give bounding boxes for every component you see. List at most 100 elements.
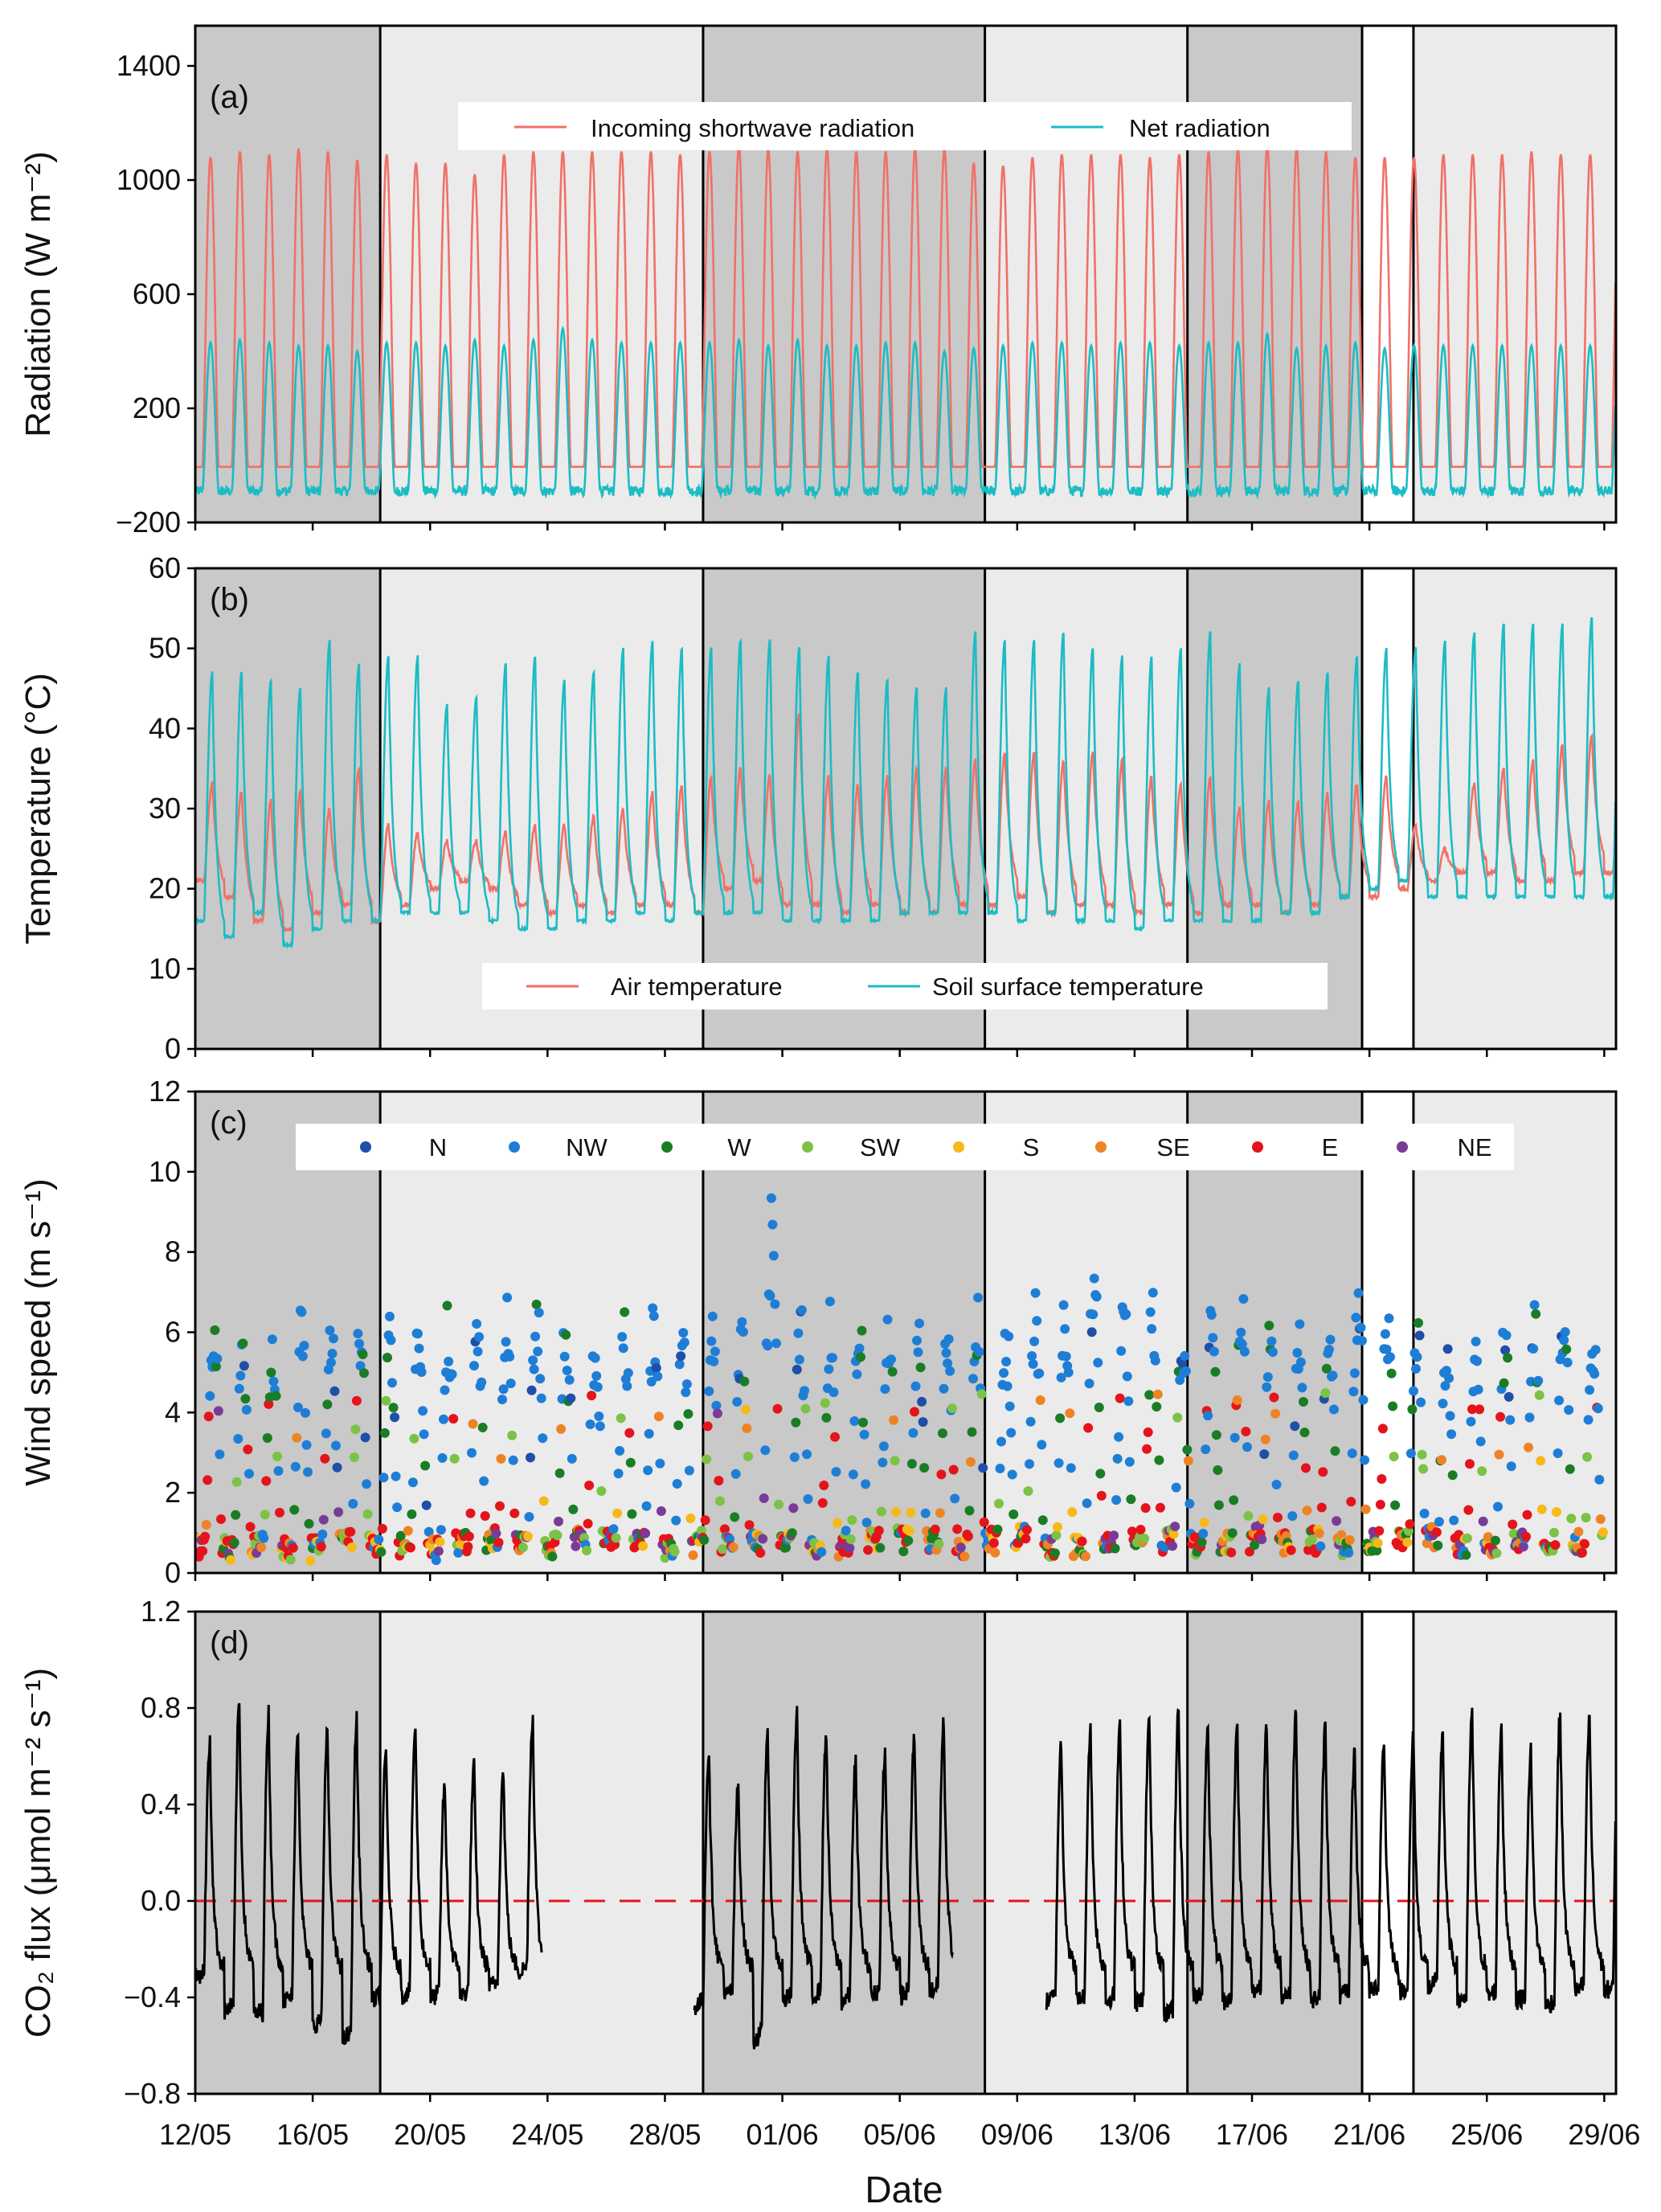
wind-point-SE [1314, 1528, 1324, 1538]
wind-point-W [1095, 1469, 1106, 1479]
wind-point-E [1318, 1467, 1328, 1477]
wind-point-NW [760, 1445, 771, 1456]
wind-point-NE [1518, 1542, 1528, 1552]
wind-point-NW [1237, 1339, 1247, 1350]
panel-tag: (d) [210, 1625, 249, 1661]
wind-point-NW [704, 1386, 714, 1396]
series-line-soil-surface-temperature [195, 616, 1616, 949]
wind-point-SW [381, 1395, 391, 1406]
wind-point-N [421, 1500, 432, 1510]
x-tick-label: 05/06 [864, 2118, 936, 2151]
wind-point-SE [959, 1551, 970, 1562]
period-shade-3 [702, 1612, 985, 2094]
wind-point-NW [1066, 1463, 1076, 1473]
wind-point-NW [802, 1449, 812, 1460]
wind-point-W [625, 1457, 636, 1468]
wind-point-E [1346, 1497, 1356, 1507]
legend-marker-E [1252, 1141, 1263, 1153]
wind-point-W [730, 1512, 740, 1522]
wind-point-S [1598, 1527, 1608, 1538]
wind-point-SE [1260, 1434, 1270, 1444]
wind-point-W [1299, 1397, 1308, 1407]
wind-point-SW [362, 1509, 373, 1519]
wind-point-SE [292, 1432, 302, 1443]
wind-point-W [1390, 1500, 1401, 1510]
wind-point-E [351, 1395, 362, 1406]
y-tick-label: 1.2 [141, 1595, 181, 1628]
wind-point-SE [201, 1520, 211, 1530]
legend-label-NE: NE [1457, 1133, 1491, 1161]
wind-point-NE [433, 1546, 444, 1556]
wind-point-SW [518, 1542, 528, 1553]
wind-point-E [1155, 1502, 1165, 1513]
wind-point-NW [1007, 1469, 1017, 1480]
wind-point-SW [349, 1452, 359, 1462]
wind-point-E [1142, 1444, 1152, 1454]
wind-point-NW [643, 1465, 653, 1476]
wind-point-NW [536, 1393, 546, 1403]
wind-point-NW [681, 1379, 692, 1389]
x-tick-label: 16/05 [276, 2118, 349, 2151]
wind-point-NW [644, 1428, 654, 1439]
wind-point-NW [1180, 1350, 1190, 1361]
period-shade-6 [1362, 1612, 1413, 2094]
wind-point-NW [1271, 1480, 1282, 1489]
co2-flux-segment-2 [693, 1706, 954, 2050]
wind-point-E [1580, 1538, 1589, 1549]
wind-point-NW [852, 1369, 862, 1379]
plot-area [195, 145, 1616, 500]
wind-point-SW [1508, 1529, 1519, 1539]
period-shade-1 [195, 568, 381, 1049]
wind-point-E [1405, 1519, 1415, 1530]
wind-point-NW [1297, 1382, 1307, 1393]
wind-point-NE [1168, 1541, 1178, 1551]
wind-point-NW [387, 1378, 397, 1388]
wind-point-SE [1183, 1456, 1193, 1466]
wind-point-NW [440, 1385, 450, 1395]
wind-point-SE [1035, 1395, 1045, 1405]
wind-point-NW [622, 1381, 632, 1391]
wind-point-W [1565, 1464, 1575, 1474]
wind-point-E [817, 1497, 828, 1508]
wind-point-W [781, 1542, 792, 1553]
wind-point-E [1083, 1423, 1094, 1433]
wind-point-E [584, 1481, 595, 1490]
wind-point-NW [1061, 1351, 1071, 1362]
co2-flux-segment-3 [1045, 1707, 1616, 2023]
y-tick-label: 200 [133, 391, 181, 424]
wind-point-NW [353, 1329, 363, 1339]
wind-point-SE [728, 1542, 738, 1552]
series-line-net-radiation [195, 326, 1616, 500]
wind-point-E [509, 1508, 520, 1518]
x-tick-label: 21/06 [1333, 2118, 1405, 2151]
x-tick-label: 09/06 [981, 2118, 1053, 2151]
wind-point-W [964, 1505, 975, 1516]
wind-point-NW [431, 1555, 441, 1566]
wind-point-SW [845, 1534, 856, 1544]
wind-point-NW [1553, 1448, 1563, 1458]
wind-point-NE [213, 1406, 223, 1416]
wind-point-N [1259, 1449, 1270, 1460]
wind-point-E [963, 1531, 973, 1542]
wind-point-NW [233, 1434, 243, 1444]
wind-point-SE [966, 1456, 976, 1467]
wind-point-NW [1471, 1337, 1481, 1346]
x-tick-label: 20/05 [394, 2118, 466, 2151]
wind-point-E [346, 1526, 356, 1537]
wind-point-NW [861, 1479, 871, 1489]
wind-point-NW [538, 1433, 548, 1444]
legend-label-net-radiation: Net radiation [1129, 114, 1270, 142]
wind-point-NW [1416, 1397, 1426, 1407]
y-tick-label: −200 [116, 506, 181, 539]
period-shade-3 [702, 1092, 985, 1573]
wind-point-W [857, 1325, 867, 1336]
wind-point-W [627, 1509, 637, 1519]
wind-point-SW [669, 1546, 680, 1557]
wind-point-NW [585, 1419, 595, 1429]
wind-point-NW [297, 1351, 308, 1362]
wind-point-NW [737, 1317, 747, 1327]
wind-point-NW [803, 1494, 813, 1504]
wind-point-N [1442, 1344, 1453, 1354]
wind-point-S [226, 1555, 236, 1565]
wind-point-SE [1081, 1551, 1090, 1562]
